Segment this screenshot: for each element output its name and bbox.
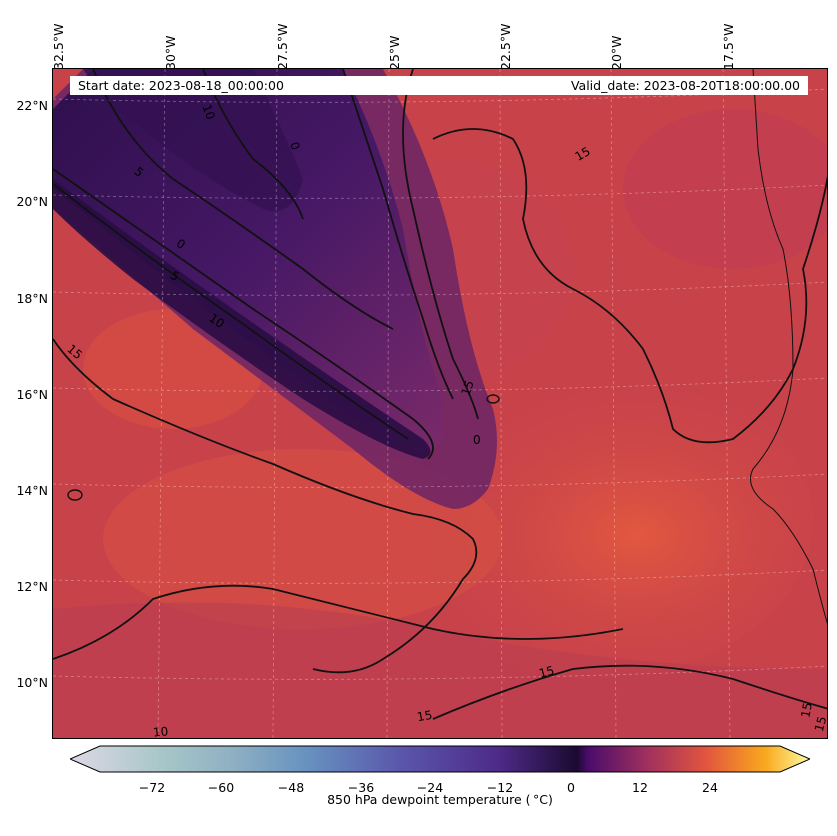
lat-label-22n: 22°N (16, 98, 48, 113)
colorbar-tick: 0 (567, 780, 575, 795)
contour-0-inner (92, 69, 394, 330)
lon-label-20w: 20°W (609, 35, 624, 70)
colorbar-tick: 24 (702, 780, 718, 795)
lat-label-18n: 18°N (16, 291, 48, 306)
contour-label: 0 (473, 433, 481, 447)
dry-tongue-inner (53, 69, 445, 451)
colorbar-tick: −72 (138, 780, 166, 795)
island-cape-verde-1 (486, 394, 500, 404)
contour-15-ne (432, 128, 827, 444)
contour-label: 15 (811, 714, 828, 734)
contour-15-se (432, 664, 827, 720)
moist-zone-central (103, 449, 503, 629)
lon-label-27-5w: 27.5°W (275, 23, 290, 70)
colorbar-tick: −12 (486, 780, 514, 795)
contour-0-north (202, 69, 304, 220)
coastline (750, 69, 827, 624)
contour-15-west (53, 338, 478, 674)
lon-label-17-5w: 17.5°W (721, 23, 736, 70)
contour-15-south (53, 584, 624, 660)
lat-label-16n: 16°N (16, 387, 48, 402)
colorbar-tick: −36 (347, 780, 375, 795)
colorbar-tick: −60 (207, 780, 235, 795)
contour-label: 15 (415, 707, 434, 725)
date-info-bar: Start date: 2023-08-18_00:00:00 Valid_da… (70, 76, 808, 95)
colorbar-graphic (68, 745, 812, 773)
contour-label: 10 (152, 724, 169, 739)
lat-label-20n: 20°N (16, 194, 48, 209)
lon-label-30w: 30°W (163, 35, 178, 70)
colorbar-bar (68, 745, 812, 773)
contour-5 (53, 183, 409, 440)
colorbar-ticks: −72 −60 −48 −36 −24 −12 0 12 24 (0, 780, 837, 798)
contour-15-east-edge (402, 69, 479, 420)
contour-5-east (342, 69, 454, 400)
colorbar-label-text: 850 hPa dewpoint temperature ( °C) (327, 792, 553, 807)
dry-core-north (83, 69, 303, 211)
island-isolated (67, 489, 83, 501)
map-panel[interactable]: 10 5 0 5 10 15 15 15 0 15 15 15 10 15 15… (52, 68, 828, 739)
lat-label-14n: 14°N (16, 483, 48, 498)
start-date: Start date: 2023-08-18_00:00:00 (78, 78, 284, 93)
lon-label-22-5w: 22.5°W (498, 23, 513, 70)
colorbar-tick: −48 (277, 780, 305, 795)
lon-label-25w: 25°W (387, 35, 402, 70)
contour-label: 15 (798, 701, 815, 719)
lon-label-32-5w: 32.5°W (51, 23, 66, 70)
colorbar-tick: 12 (632, 780, 648, 795)
colorbar-tick: −24 (416, 780, 444, 795)
field-zone-south (53, 602, 827, 738)
field-zone-northeast (623, 109, 827, 269)
lat-label-10n: 10°N (16, 675, 48, 690)
contour-lines (53, 69, 827, 720)
valid-date: Valid_date: 2023-08-20T18:00:00.00 (570, 78, 800, 93)
graticule (53, 69, 827, 738)
dewpoint-field-map (53, 69, 827, 738)
lat-label-12n: 12°N (16, 579, 48, 594)
colorbar (68, 744, 812, 774)
contour-10 (53, 168, 434, 460)
